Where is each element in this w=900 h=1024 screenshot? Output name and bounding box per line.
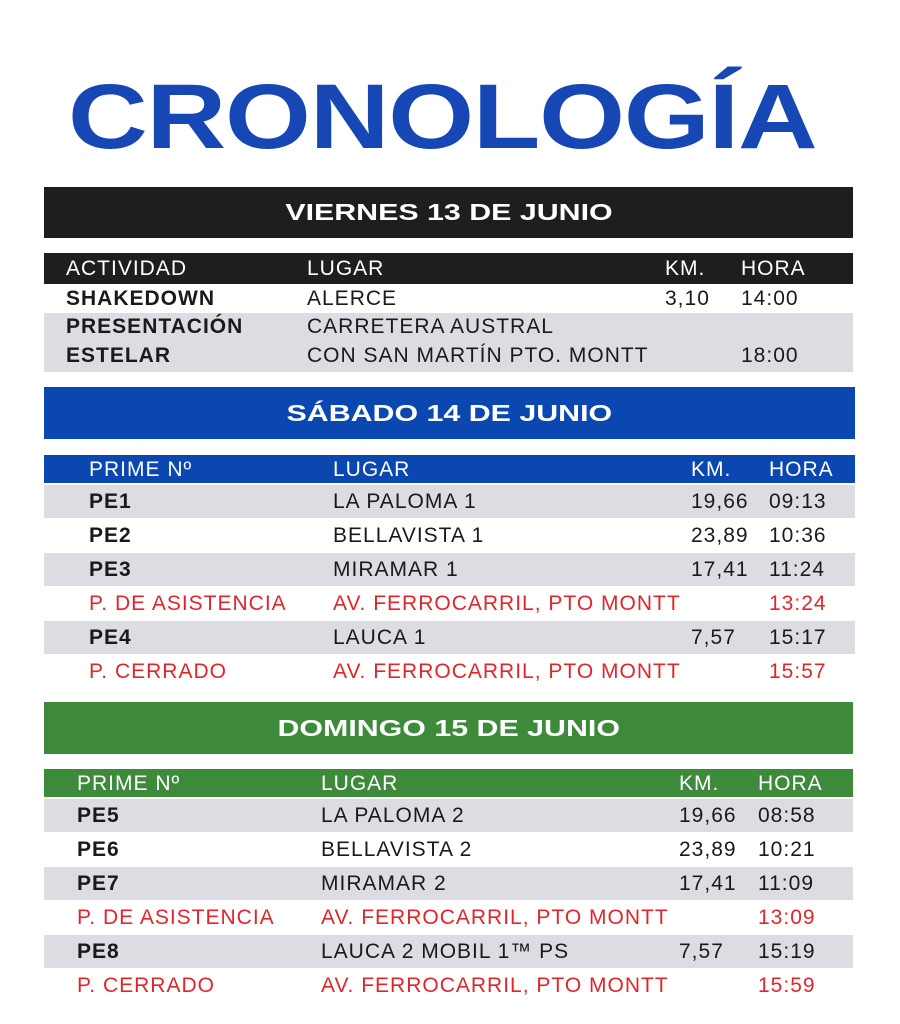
table-row: P. DE ASISTENCIA AV. FERROCARRIL, PTO MON… — [44, 901, 853, 934]
table-header: PRIME Nº LUGAR KM. HORA — [44, 455, 855, 483]
section-banner: DOMINGO 15 DE JUNIO — [44, 702, 853, 754]
column-header: ACTIVIDAD — [66, 257, 188, 280]
table-cell: P. DE ASISTENCIA — [77, 906, 275, 929]
table-cell: 17,41 — [691, 558, 749, 581]
column-header: LUGAR — [333, 457, 411, 481]
table-cell: AV. FERROCARRIL, PTO MONTT — [321, 906, 669, 929]
table-cell: 15:59 — [758, 974, 816, 997]
section-title: SÁBADO 14 DE JUNIO — [286, 399, 613, 426]
table-cell: 10:21 — [758, 838, 816, 861]
section-banner: VIERNES 13 DE JUNIO — [44, 187, 853, 238]
page-title: CRONOLOGÍA — [68, 66, 818, 168]
table-cell: 7,57 — [691, 626, 736, 649]
table-row: SHAKEDOWN ALERCE 3,10 14:00 — [44, 284, 853, 313]
table-cell: BELLAVISTA 1 — [333, 524, 485, 547]
table-cell: PE1 — [89, 490, 132, 513]
table-cell: PE6 — [77, 838, 120, 861]
table-cell: 19,66 — [691, 490, 749, 513]
table-cell: 23,89 — [691, 524, 749, 547]
table-cell: 11:09 — [758, 872, 814, 895]
table-row: PE7 MIRAMAR 2 17,41 11:09 — [44, 867, 853, 900]
column-header: KM. — [679, 771, 720, 795]
table-row: P. DE ASISTENCIA AV. FERROCARRIL, PTO MON… — [44, 587, 855, 620]
table-cell: P. CERRADO — [89, 660, 227, 683]
table-cell: PE5 — [77, 804, 120, 827]
column-header: HORA — [758, 771, 823, 795]
table-row: PE5 LA PALOMA 2 19,66 08:58 — [44, 799, 853, 832]
table-cell: CARRETERA AUSTRAL CON SAN MARTÍN PTO. MO… — [307, 314, 649, 367]
table-row: P. CERRADO AV. FERROCARRIL, PTO MONTT 15:5… — [44, 655, 855, 688]
table-row: P. CERRADO AV. FERROCARRIL, PTO MONTT 15:5… — [44, 969, 853, 1002]
table-cell: 13:09 — [758, 906, 816, 929]
section-title: DOMINGO 15 DE JUNIO — [277, 714, 620, 741]
table-cell: 23,89 — [679, 838, 737, 861]
column-header: LUGAR — [307, 257, 385, 280]
table-cell: 14:00 — [741, 287, 799, 310]
column-header: LUGAR — [321, 771, 399, 795]
table-cell: 09:13 — [769, 490, 827, 513]
table-row: PE6 BELLAVISTA 2 23,89 10:21 — [44, 833, 853, 866]
table-cell: 18:00 — [741, 343, 799, 367]
table-cell: 19,66 — [679, 804, 737, 827]
table-cell: MIRAMAR 2 — [321, 872, 447, 895]
table-cell: P. CERRADO — [77, 974, 215, 997]
table-cell: 13:24 — [769, 592, 827, 615]
table-cell: PE2 — [89, 524, 132, 547]
table-row: PE3 MIRAMAR 1 17,41 11:24 — [44, 553, 855, 586]
column-header: PRIME Nº — [77, 771, 181, 795]
table-row: PE2 BELLAVISTA 1 23,89 10:36 — [44, 519, 855, 552]
table-cell: LA PALOMA 2 — [321, 804, 465, 827]
table-cell: SHAKEDOWN — [66, 287, 215, 310]
table-cell: 3,10 — [665, 287, 710, 310]
table-cell: MIRAMAR 1 — [333, 558, 459, 581]
table-cell: 10:36 — [769, 524, 827, 547]
table-row: PE4 LAUCA 1 7,57 15:17 — [44, 621, 855, 654]
table-cell: ALERCE — [307, 287, 398, 310]
column-header: HORA — [769, 457, 834, 481]
table-cell: LAUCA 1 — [333, 626, 427, 649]
table-cell: 08:58 — [758, 804, 816, 827]
table-header: ACTIVIDAD LUGAR KM. HORA — [44, 253, 853, 284]
table-cell: AV. FERROCARRIL, PTO MONTT — [333, 660, 681, 683]
table-cell: LAUCA 2 MOBIL 1™ PS — [321, 940, 570, 963]
table-cell: AV. FERROCARRIL, PTO MONTT — [321, 974, 669, 997]
table-cell: PE8 — [77, 940, 120, 963]
table-cell: 11:24 — [769, 558, 825, 581]
table-cell: P. DE ASISTENCIA — [89, 592, 287, 615]
table-row: PRESENTACIÓN ESTELAR CARRETERA AUSTRAL CO… — [44, 313, 853, 372]
column-header: PRIME Nº — [89, 457, 193, 481]
table-cell: 15:19 — [758, 940, 816, 963]
section-title: VIERNES 13 DE JUNIO — [284, 199, 613, 225]
table-cell: 7,57 — [679, 940, 724, 963]
table-cell: LA PALOMA 1 — [333, 490, 477, 513]
table-header: PRIME Nº LUGAR KM. HORA — [44, 769, 853, 797]
table-cell: 17,41 — [679, 872, 737, 895]
section-banner: SÁBADO 14 DE JUNIO — [44, 387, 855, 439]
table-row: PE8 LAUCA 2 MOBIL 1™ PS 7,57 15:19 — [44, 935, 853, 968]
table-cell: 15:17 — [769, 626, 827, 649]
table-cell: PE4 — [89, 626, 132, 649]
table-row: PE1 LA PALOMA 1 19,66 09:13 — [44, 485, 855, 518]
column-header: HORA — [741, 257, 806, 280]
table-cell: 15:57 — [769, 660, 827, 683]
table-cell: BELLAVISTA 2 — [321, 838, 473, 861]
table-cell: PRESENTACIÓN ESTELAR — [66, 314, 244, 367]
table-cell: PE7 — [77, 872, 120, 895]
table-cell: AV. FERROCARRIL, PTO MONTT — [333, 592, 681, 615]
column-header: KM. — [691, 457, 732, 481]
table-cell: PE3 — [89, 558, 132, 581]
column-header: KM. — [665, 257, 706, 280]
